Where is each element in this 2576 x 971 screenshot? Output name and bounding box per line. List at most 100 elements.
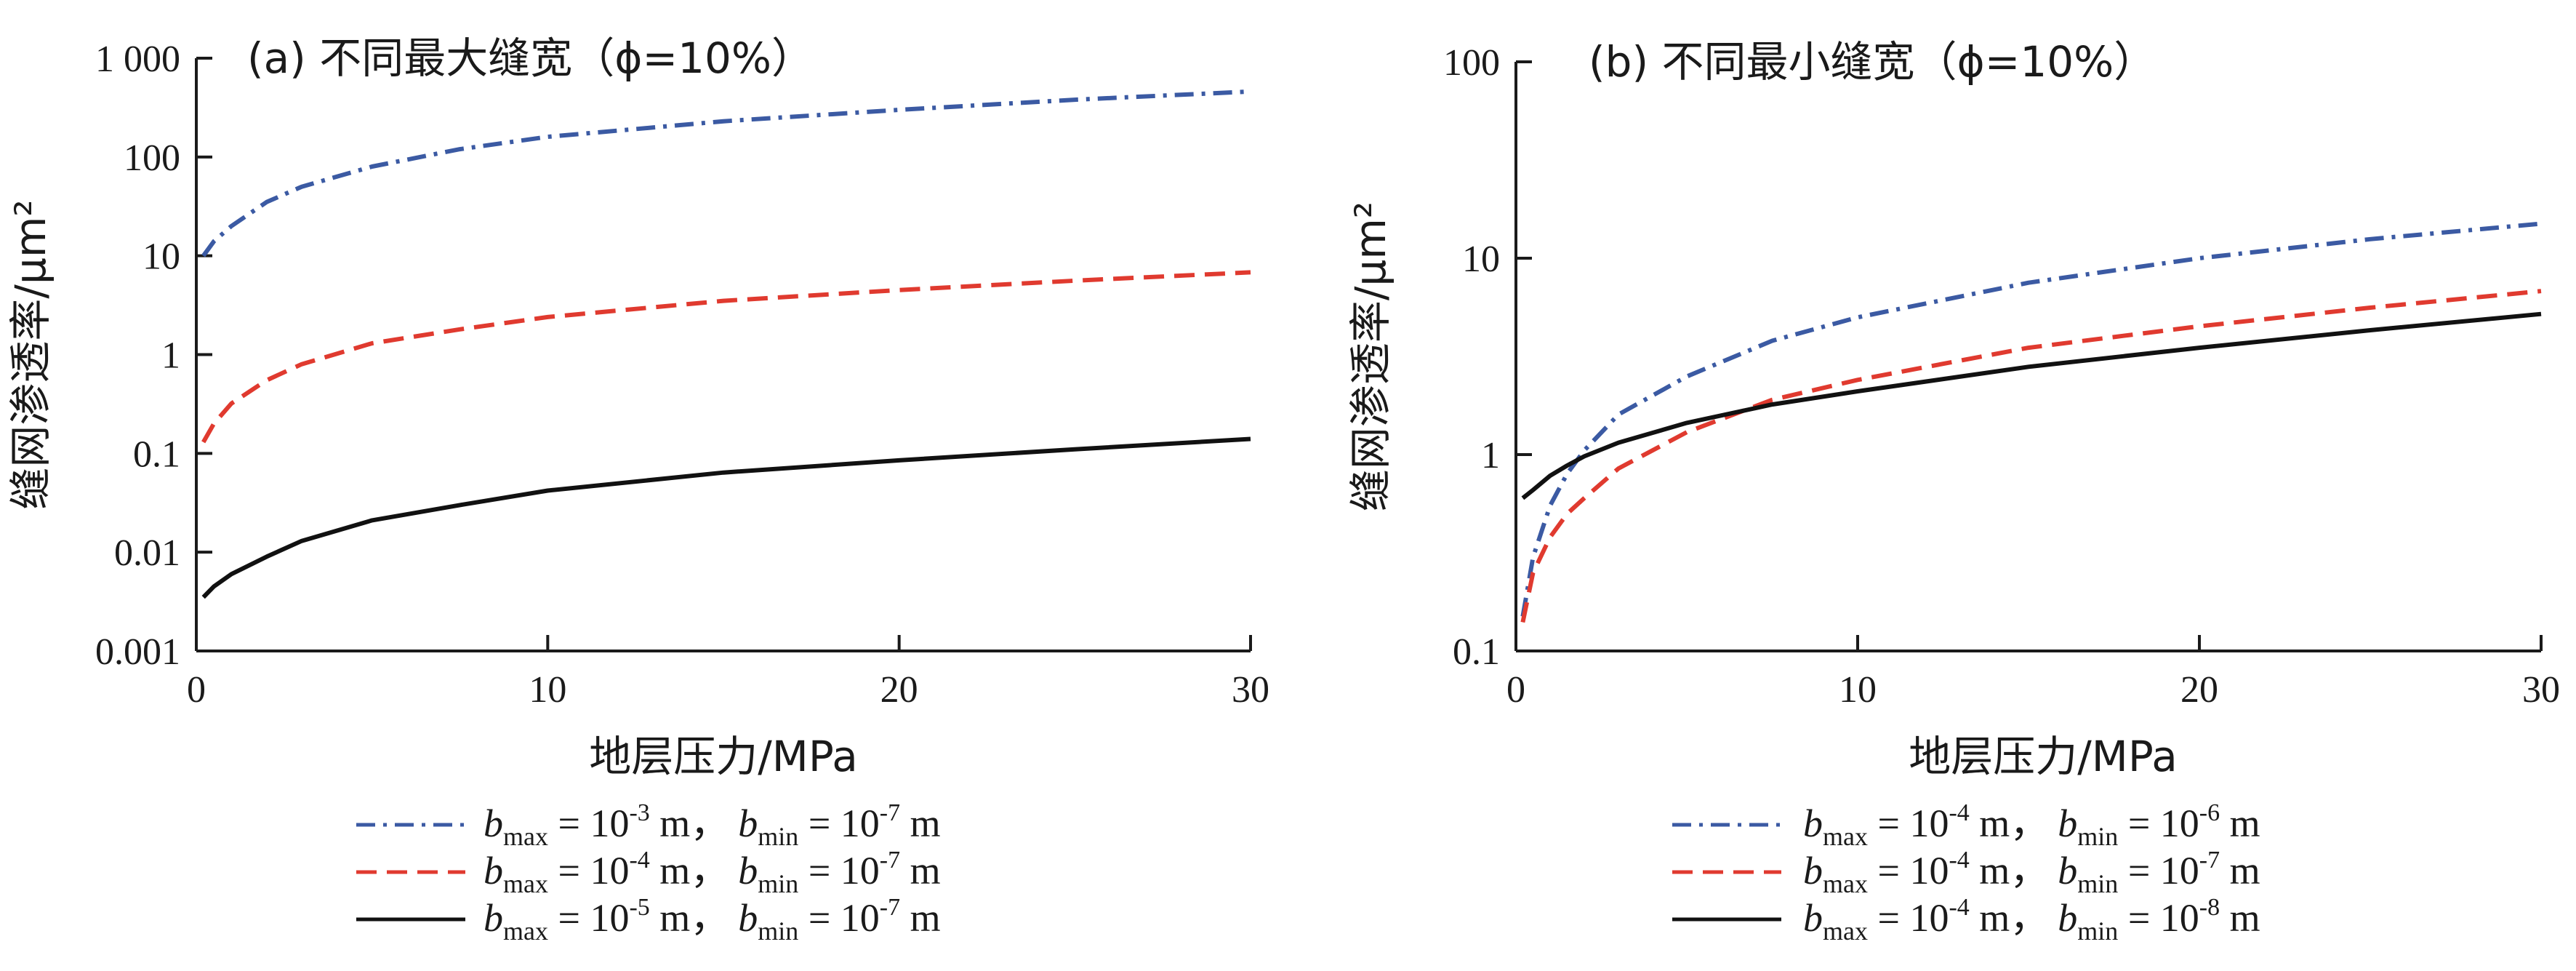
series-1-point	[2539, 289, 2543, 293]
series-0-point	[1685, 375, 1689, 379]
legend-label-1: bmax = 10-4 m， bmin = 10-7 m	[1803, 847, 2260, 898]
legend-label-0: bmax = 10-4 m， bmin = 10-6 m	[1803, 799, 2260, 851]
series-0-point	[1531, 555, 1536, 559]
series-1-point	[1072, 279, 1077, 283]
series-0-point	[1072, 97, 1077, 102]
series-1-point	[1855, 377, 1860, 382]
y-tick-label: 10	[143, 236, 180, 278]
series-2-point	[1520, 496, 1525, 500]
series-1-point	[1565, 511, 1570, 516]
legend-label-2: bmax = 10-5 m， bmin = 10-7 m	[483, 894, 941, 946]
series-2-point	[1855, 389, 1860, 393]
y-axis-label: 缝网渗透率/μm²	[6, 199, 55, 509]
y-tick-label: 1	[1481, 435, 1500, 476]
series-1-point	[201, 440, 206, 444]
y-tick-label: 0.01	[114, 532, 180, 574]
series-0-point	[1548, 503, 1552, 508]
series-1-point	[2026, 345, 2031, 350]
series-0-point	[897, 108, 902, 112]
series-2-point	[300, 539, 304, 543]
x-tick-label: 30	[2522, 669, 2560, 711]
y-tick-label: 1 000	[95, 39, 180, 80]
y-tick-label: 1	[161, 335, 180, 377]
series-1-point	[1248, 270, 1253, 274]
x-tick-label: 20	[2180, 669, 2218, 711]
series-2-point	[1248, 436, 1253, 441]
series-0-point	[300, 185, 304, 189]
x-axis-label: 地层压力/MPa	[589, 732, 858, 781]
series-1-point	[370, 341, 374, 345]
x-tick-label: 10	[529, 669, 566, 711]
series-1-point	[1770, 398, 1775, 402]
series-1-point	[545, 315, 550, 319]
y-tick-label: 10	[1462, 239, 1500, 280]
series-2-point	[2539, 312, 2543, 316]
series-1-point	[2368, 305, 2372, 310]
series-2-point	[229, 572, 233, 576]
series-1-point	[721, 299, 726, 303]
series-1-point	[1548, 535, 1552, 539]
series-line-2	[201, 436, 1251, 599]
series-line-2	[1521, 311, 2542, 500]
y-axis-label: 缝网渗透率/μm²	[1346, 201, 1395, 511]
series-1-point	[1531, 571, 1536, 575]
series-line-1	[201, 270, 1251, 444]
x-axis-label: 地层压力/MPa	[1909, 732, 2178, 781]
x-tick-label: 30	[1232, 669, 1269, 711]
x-tick-label: 0	[1506, 669, 1525, 711]
y-tick-label: 100	[124, 137, 180, 179]
series-0-point	[1770, 338, 1775, 343]
series-0-point	[2539, 221, 2543, 225]
series-0-point	[370, 164, 374, 169]
series-1-point	[229, 401, 233, 406]
y-tick-label: 0.1	[133, 433, 180, 475]
series-2-point	[1582, 454, 1586, 458]
series-line-0	[201, 89, 1251, 257]
series-2-point	[897, 458, 902, 463]
series-2-point	[545, 489, 550, 493]
chart-panel-0: 0.001 0.01 0.1 1 10 100 1 000 0 10 20 30 (a) 不同最大缝宽…	[6, 33, 1269, 946]
chart-title: (b) 不同最小缝宽（ϕ=10%）	[1589, 37, 2156, 87]
series-2-point	[370, 518, 374, 522]
series-0-point	[458, 147, 462, 151]
x-tick-label: 10	[1839, 669, 1877, 711]
series-1-point	[1520, 620, 1525, 625]
series-1-point	[1582, 496, 1586, 500]
series-2-point	[1565, 463, 1570, 468]
series-2-point	[1072, 447, 1077, 452]
series-0-point	[2197, 256, 2202, 260]
series-2-point	[1685, 420, 1689, 425]
series-1-point	[458, 327, 462, 332]
chart-panel-1: 0.1 1 10 100 0 10 20 30 (b) 不同最小缝宽（ϕ=10%） 地层压力/MP…	[1346, 37, 2560, 946]
x-tick-label: 0	[187, 669, 206, 711]
series-2-point	[201, 595, 206, 599]
series-1-point	[2197, 324, 2202, 329]
series-1-point	[265, 378, 269, 383]
series-1-point	[1616, 466, 1621, 471]
series-0-point	[1616, 412, 1621, 417]
series-0-point	[1855, 315, 1860, 319]
series-0-point	[721, 119, 726, 124]
y-tick-label: 0.001	[95, 631, 180, 673]
series-2-point	[265, 554, 269, 559]
y-tick-label: 100	[1443, 42, 1500, 84]
legend-label-2: bmax = 10-4 m， bmin = 10-8 m	[1803, 894, 2260, 946]
series-0-point	[2026, 281, 2031, 285]
x-tick-label: 20	[880, 669, 918, 711]
series-2-point	[458, 503, 462, 507]
series-0-point	[1248, 89, 1253, 94]
series-2-point	[212, 584, 216, 588]
series-0-point	[545, 135, 550, 139]
series-0-point	[201, 254, 206, 258]
series-1-point	[300, 362, 304, 367]
legend-label-1: bmax = 10-4 m， bmin = 10-7 m	[483, 847, 941, 898]
series-2-point	[2197, 345, 2202, 350]
chart-title: (a) 不同最大缝宽（ϕ=10%）	[247, 33, 814, 83]
series-2-point	[1770, 402, 1775, 407]
series-1-point	[1685, 430, 1689, 434]
series-2-point	[721, 471, 726, 475]
series-0-point	[1565, 471, 1570, 476]
series-2-point	[2368, 328, 2372, 332]
